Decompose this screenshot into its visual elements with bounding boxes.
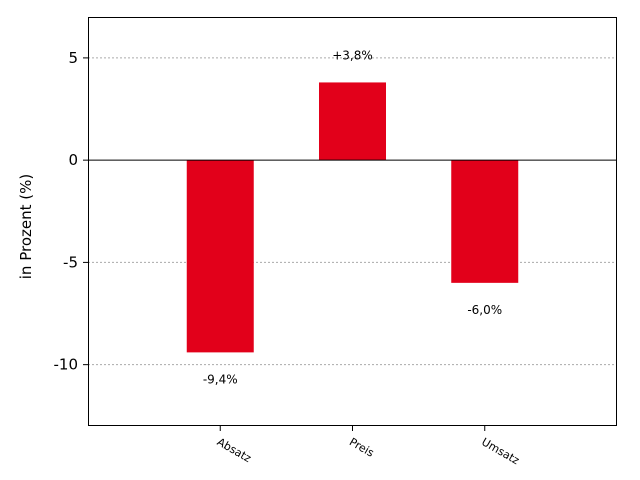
- gridlines: [88, 57, 617, 366]
- x-tick-label: Umsatz: [479, 435, 521, 467]
- x-tick-label: Absatz: [215, 435, 254, 465]
- y-tick-label: -10: [54, 356, 79, 374]
- data-label: -6,0%: [467, 303, 502, 317]
- y-axis-ticks: 5 0 -5 -10: [54, 49, 88, 374]
- bar-preis: [319, 82, 386, 161]
- y-tick-label: 5: [68, 49, 78, 67]
- bars: [186, 82, 519, 353]
- y-tick-label: -5: [63, 253, 78, 271]
- data-label: +3,8%: [332, 48, 373, 62]
- data-labels: -9,4% +3,8% -6,0%: [203, 48, 502, 386]
- bar-umsatz: [451, 160, 519, 283]
- x-axis-ticks: Absatz Preis Umsatz: [215, 426, 522, 467]
- plot-frame: [88, 17, 617, 426]
- bar-absatz: [186, 160, 254, 353]
- y-tick-label: 0: [68, 151, 78, 169]
- x-tick-label: Preis: [347, 435, 376, 460]
- y-axis-title: in Prozent (%): [17, 174, 35, 279]
- data-label: -9,4%: [203, 372, 238, 386]
